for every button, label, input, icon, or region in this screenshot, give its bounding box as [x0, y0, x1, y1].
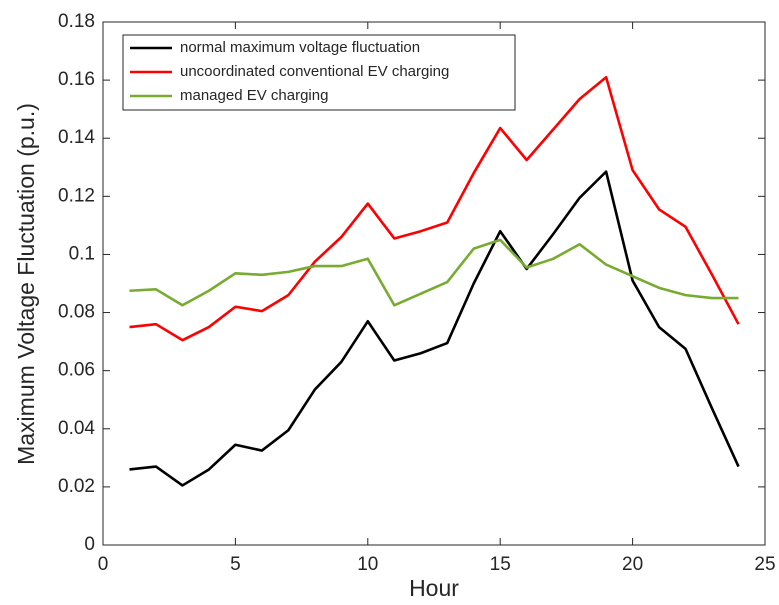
y-axis-label: Maximum Voltage Fluctuation (p.u.) [13, 103, 39, 465]
y-tick-label: 0.16 [58, 69, 95, 90]
legend-label: managed EV charging [180, 87, 328, 104]
legend-box [122, 34, 516, 111]
plot-frame [102, 21, 766, 546]
legend-label: uncoordinated conventional EV charging [180, 63, 449, 80]
x-tick-label: 15 [490, 554, 511, 575]
y-tick-label: 0.06 [58, 360, 95, 381]
x-axis-label: Hour [409, 575, 459, 601]
series-line [129, 170, 740, 487]
x-tick-label: 20 [622, 554, 643, 575]
y-tick-label: 0 [84, 534, 95, 555]
y-tick-label: 0.18 [58, 11, 95, 32]
x-tick-label: 10 [357, 554, 378, 575]
y-tick-label: 0.12 [58, 185, 95, 206]
series-line [129, 75, 740, 342]
y-tick-label: 0.14 [58, 127, 95, 148]
y-tick-label: 0.02 [58, 476, 95, 497]
y-tick-label: 0.08 [58, 302, 95, 323]
x-tick-label: 5 [230, 554, 241, 575]
x-tick-label: 25 [754, 554, 775, 575]
series-line [129, 238, 739, 307]
x-tick-label: 0 [98, 554, 109, 575]
legend-label: normal maximum voltage fluctuation [180, 39, 420, 56]
y-tick-label: 0.04 [58, 418, 95, 439]
y-tick-label: 0.1 [69, 243, 95, 264]
